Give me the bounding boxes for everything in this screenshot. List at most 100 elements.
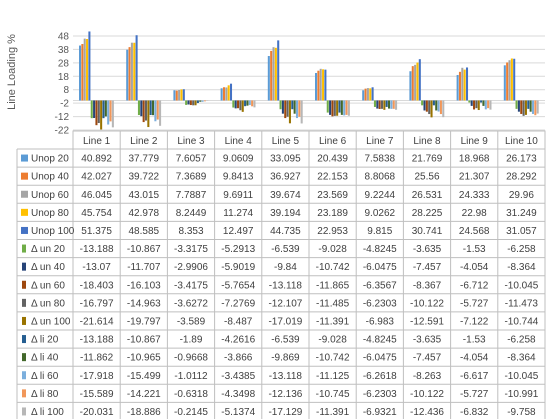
bar [203,100,206,102]
table-cell: -6.832 [460,407,489,418]
y-tick-label: 38 [58,45,70,56]
table-cell: -1.0112 [174,371,208,382]
legend-key [22,280,26,289]
bar [388,100,391,109]
table-cell: -16.103 [127,280,161,291]
bar [130,42,133,101]
bar [522,100,525,116]
bar [227,85,230,101]
bar [189,100,192,106]
table-cell: -6.539 [271,335,300,346]
bar [421,100,424,106]
legend-key [21,208,28,216]
bar [534,100,537,116]
table-cell: -8.364 [507,353,536,364]
series-name: Δ li 40 [31,353,59,364]
bar [371,87,374,101]
bar [378,100,381,109]
table-cell: 23.189 [317,208,348,219]
table-cell: 28.292 [506,172,537,183]
bar [244,100,247,107]
bar [347,100,350,116]
bar [517,100,520,112]
bar [465,67,469,101]
table-cell: -1.89 [180,335,203,346]
bar [180,89,183,101]
table-cell: -7.2769 [221,298,255,309]
table-cell: -8.263 [413,371,442,382]
bar [149,100,152,116]
table-cell: -11.391 [316,316,350,327]
table-cell: -13.188 [80,244,114,255]
table-cell: 18.968 [459,154,490,165]
bar [524,100,527,115]
y-tick-label: 8 [63,85,69,96]
table-cell: -0.9668 [174,353,208,364]
bar [380,100,384,109]
table-cell: -16.797 [80,298,114,309]
table-cell: -0.2145 [174,407,208,418]
bar [293,100,296,114]
table-cell: -6.2618 [363,371,397,382]
legend-key [22,244,26,253]
category-label: Line 1 [83,136,111,147]
table-cell: 26.531 [412,190,443,201]
table-cell: -18.403 [80,280,114,291]
bar [468,100,471,103]
table-cell: -12.136 [268,389,302,400]
table-cell: -8.487 [224,316,253,327]
bar [220,88,223,101]
bar [239,100,242,111]
series-name: Δ un 40 [31,262,65,273]
bar [425,100,428,112]
bar [147,100,150,128]
table-cell: 51.375 [81,226,112,237]
bar [345,100,348,115]
table-cell: 21.307 [459,172,490,183]
category-label: Line 8 [413,136,441,147]
table-cell: -10.045 [504,280,538,291]
bar [86,39,89,101]
table-cell: 9.2244 [365,190,396,201]
table-cell: -11.485 [316,298,350,309]
bar [128,47,131,101]
legend-key [22,262,26,271]
legend-key [22,298,26,307]
bar [295,100,299,119]
table-cell: -6.0475 [363,262,397,273]
table-cell: -4.2616 [221,335,255,346]
category-label: Line 10 [505,136,538,147]
table-cell: 7.6057 [176,154,207,165]
bar [246,100,249,106]
bar [253,100,256,108]
bar [317,70,320,101]
bar [237,100,240,109]
table-cell: -5.2913 [221,244,255,255]
bar [104,100,107,117]
table-cell: -10.045 [504,371,538,382]
bar [383,100,386,110]
table-cell: -6.258 [507,244,536,255]
legend-key [22,316,26,325]
legend-key [22,335,26,344]
table-cell: -8.367 [413,280,442,291]
bar [159,100,162,126]
table-cell: 20.439 [317,154,348,165]
table-cell: 26.173 [506,154,537,165]
table-cell: 31.057 [506,226,537,237]
table-cell: -6.0475 [363,353,397,364]
bar [286,100,289,117]
table-cell: -9.758 [507,407,536,418]
bar [133,42,136,101]
table-cell: -11.865 [316,280,350,291]
table-cell: -5.7654 [221,280,255,291]
table-cell: 9.0609 [223,154,254,165]
bar [414,64,417,101]
table-cell: -8.364 [507,262,536,273]
table-cell: -1.53 [463,244,486,255]
bar [366,88,369,101]
bar [458,71,461,101]
table-cell: -13.07 [82,262,111,273]
bar [536,100,539,114]
table-cell: -3.4385 [221,371,255,382]
